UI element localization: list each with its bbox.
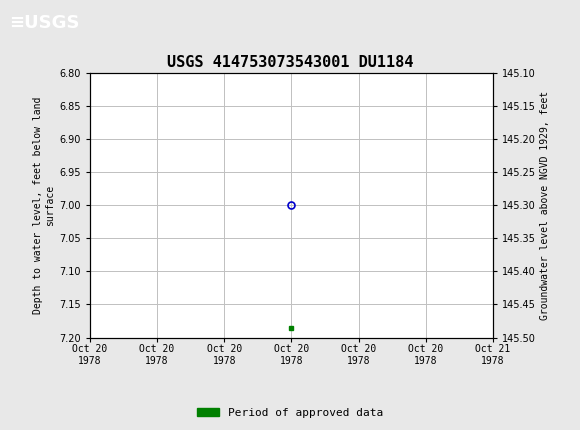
Legend: Period of approved data: Period of approved data (193, 403, 387, 422)
Y-axis label: Groundwater level above NGVD 1929, feet: Groundwater level above NGVD 1929, feet (540, 91, 550, 320)
Text: USGS 414753073543001 DU1184: USGS 414753073543001 DU1184 (167, 55, 413, 70)
Text: ≡USGS: ≡USGS (9, 15, 79, 33)
Y-axis label: Depth to water level, feet below land
surface: Depth to water level, feet below land su… (34, 97, 55, 314)
